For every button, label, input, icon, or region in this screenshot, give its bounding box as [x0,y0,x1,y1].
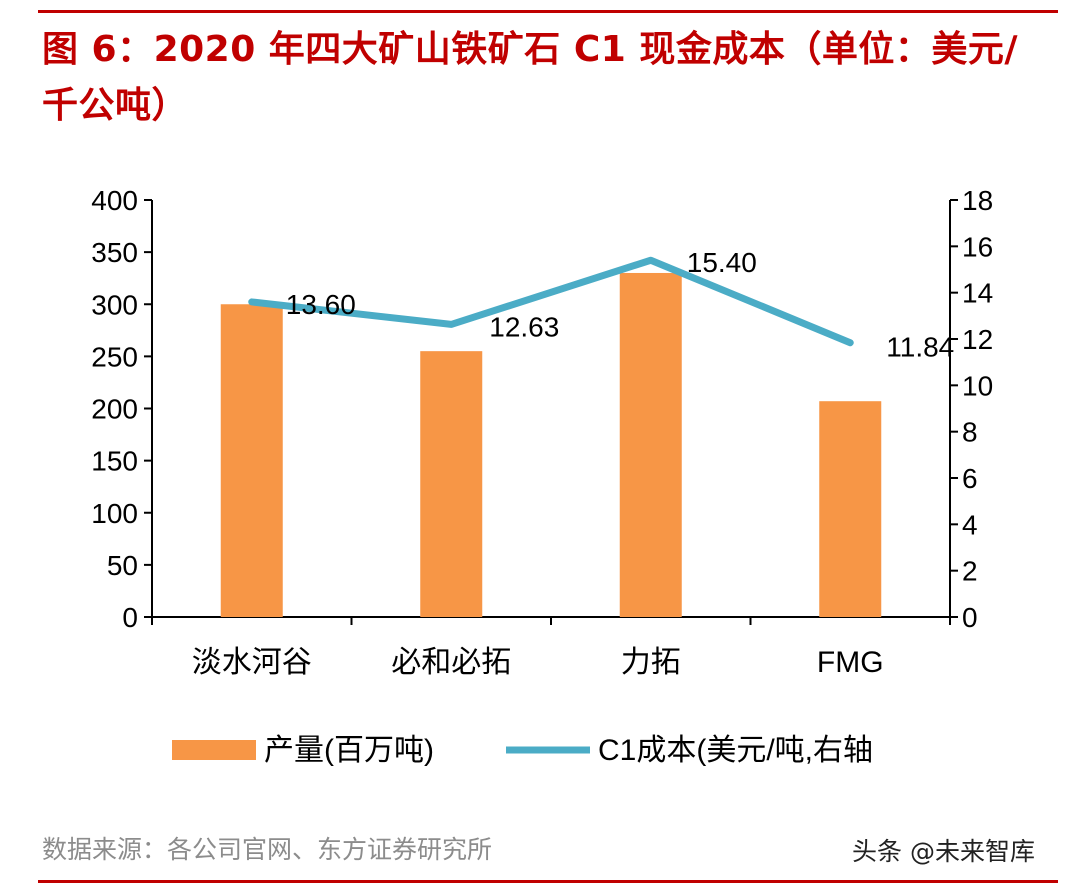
y-right-tick-label: 6 [962,463,978,494]
y-right-tick-label: 10 [962,370,993,401]
y-right-tick-label: 8 [962,417,978,448]
data-label-c1-cost: 12.63 [489,311,559,342]
y-left-tick-label: 400 [91,185,138,216]
y-right-tick-label: 18 [962,185,993,216]
y-left-tick-label: 100 [91,498,138,529]
y-left-tick-label: 0 [122,602,138,633]
y-left-tick-label: 250 [91,341,138,372]
bar-production [420,351,483,617]
legend-label-c1-cost: C1成本(美元/吨,右轴 [598,734,873,767]
x-tick-label: FMG [817,646,884,679]
y-right-tick-label: 14 [962,278,993,309]
legend-label-production: 产量(百万吨) [264,734,434,767]
y-left-tick-label: 50 [107,550,138,581]
y-left-tick-label: 200 [91,394,138,425]
y-right-tick-label: 16 [962,231,993,262]
y-left-tick-label: 300 [91,289,138,320]
y-right-tick-label: 2 [962,556,978,587]
chart-title: 图 6：2020 年四大矿山铁矿石 C1 现金成本（单位：美元/千公吨） [42,29,1018,126]
data-label-c1-cost: 11.84 [886,332,954,363]
data-label-c1-cost: 15.40 [687,247,757,278]
y-right-tick-label: 0 [962,602,978,633]
bar-production [819,401,882,617]
bar-production [220,304,283,617]
y-right-tick-label: 4 [962,509,978,540]
line-c1-cost [248,256,854,347]
watermark: 头条 @未来智库 [852,837,1035,866]
bar-production [619,272,682,617]
source-note: 数据来源：各公司官网、东方证券研究所 [42,835,493,864]
x-tick-label: 力拓 [621,646,681,679]
legend-swatch-production [172,740,256,760]
y-right-tick-label: 12 [962,324,993,355]
top-rule [38,10,1058,13]
x-tick-label: 必和必拓 [391,646,511,679]
y-left-tick-label: 350 [91,237,138,268]
y-left-tick-label: 150 [91,446,138,477]
x-tick-label: 淡水河谷 [192,646,312,679]
bottom-rule [38,880,1058,883]
data-label-c1-cost: 13.60 [286,289,356,320]
